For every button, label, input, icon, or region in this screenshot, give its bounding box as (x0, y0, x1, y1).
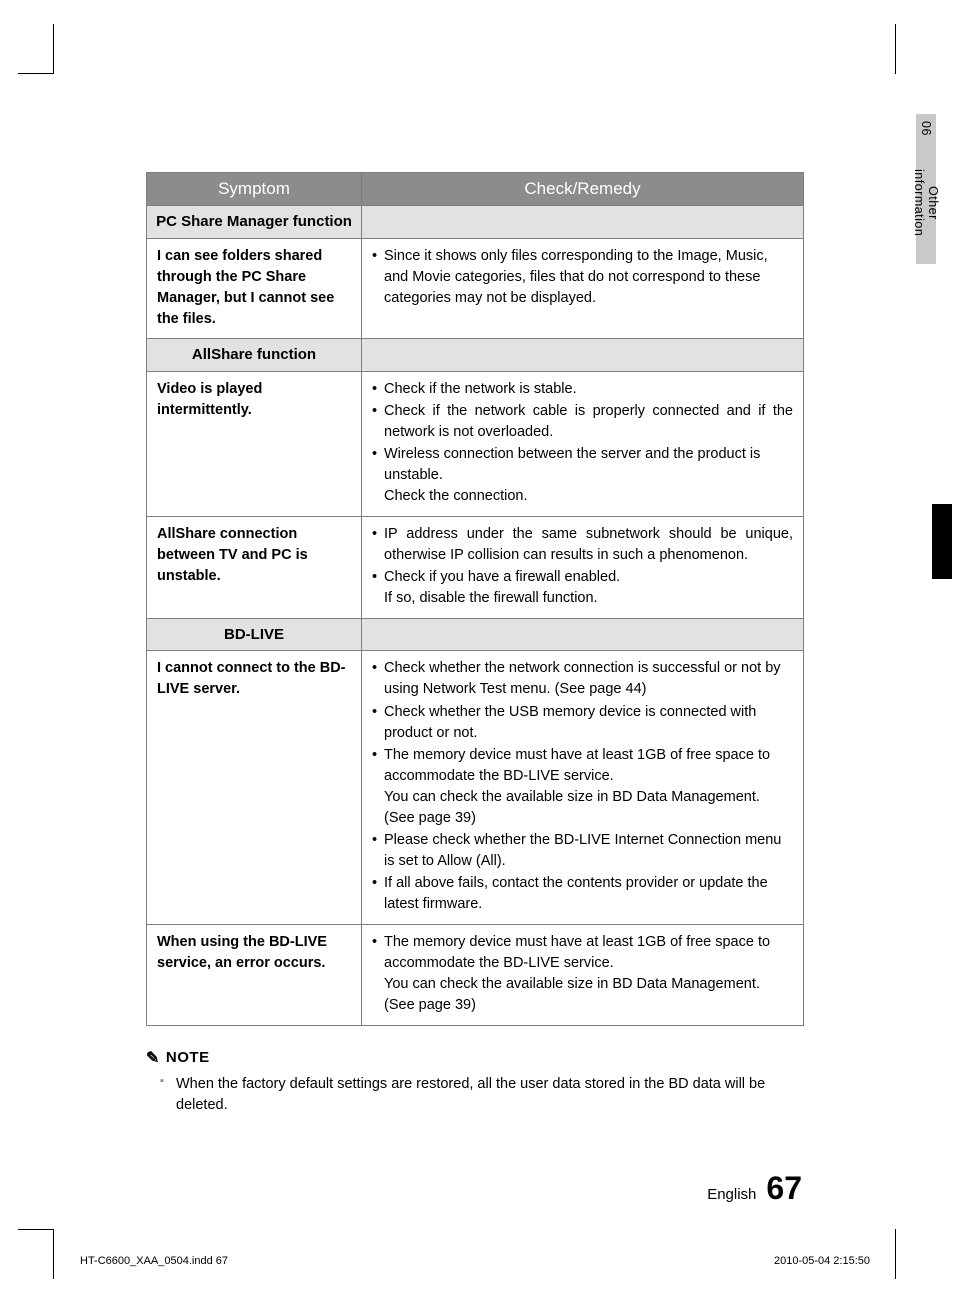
crop-mark (895, 24, 896, 74)
remedy-cell: IP address under the same subnetwork sho… (362, 516, 804, 618)
section-empty-cell (362, 206, 804, 239)
symptom-cell: Video is played intermittently. (147, 371, 362, 516)
section-title: AllShare function (147, 338, 362, 371)
imprint-file: HT-C6600_XAA_0504.indd 67 (80, 1255, 228, 1267)
symptom-cell: I cannot connect to the BD-LIVE server. (147, 651, 362, 924)
remedy-cell: Since it shows only files corresponding … (362, 238, 804, 338)
remedy-cell: Check if the network is stable.Check if … (362, 371, 804, 516)
remedy-item: Check if the network is stable. (372, 379, 793, 400)
remedy-item: Since it shows only files corresponding … (372, 246, 793, 309)
remedy-item: Please check whether the BD-LIVE Interne… (372, 830, 793, 872)
remedy-item: Check whether the USB memory device is c… (372, 702, 793, 744)
side-tab-marker (932, 504, 952, 579)
remedy-item: Check if the network cable is properly c… (372, 401, 793, 443)
remedy-item: The memory device must have at least 1GB… (372, 932, 793, 1016)
footer-language: English (707, 1186, 756, 1203)
chapter-label: Other information (916, 142, 936, 264)
crop-mark (18, 1229, 54, 1279)
pencil-icon: ✎ (146, 1048, 160, 1068)
print-imprint: HT-C6600_XAA_0504.indd 67 2010-05-04 2:1… (80, 1255, 870, 1267)
crop-mark (18, 24, 54, 74)
note-text: When the factory default settings are re… (146, 1074, 804, 1116)
remedy-item: IP address under the same subnetwork sho… (372, 524, 793, 566)
troubleshooting-table: Symptom Check/Remedy PC Share Manager fu… (146, 172, 804, 1026)
page-frame: 06 Other information Symptom Check/Remed… (56, 24, 894, 1279)
note-block: ✎ NOTE When the factory default settings… (146, 1048, 804, 1116)
remedy-cell: The memory device must have at least 1GB… (362, 924, 804, 1025)
side-tab: 06 Other information (916, 114, 952, 264)
crop-mark (895, 1229, 896, 1279)
col-header-symptom: Symptom (147, 173, 362, 206)
imprint-datetime: 2010-05-04 2:15:50 (774, 1255, 870, 1267)
section-title: PC Share Manager function (147, 206, 362, 239)
remedy-item: If all above fails, contact the contents… (372, 873, 793, 915)
remedy-item: Check whether the network connection is … (372, 658, 793, 700)
chapter-number: 06 (916, 114, 936, 142)
page-footer: English 67 (707, 1170, 802, 1207)
symptom-cell: AllShare connection between TV and PC is… (147, 516, 362, 618)
remedy-cell: Check whether the network connection is … (362, 651, 804, 924)
content-area: Symptom Check/Remedy PC Share Manager fu… (56, 24, 894, 1116)
symptom-cell: When using the BD-LIVE service, an error… (147, 924, 362, 1025)
remedy-item: Check if you have a firewall enabled.If … (372, 567, 793, 609)
remedy-item: Wireless connection between the server a… (372, 444, 793, 507)
section-empty-cell (362, 618, 804, 651)
footer-page-number: 67 (766, 1170, 802, 1207)
remedy-subtext: You can check the available size in BD D… (384, 787, 793, 829)
remedy-item: The memory device must have at least 1GB… (372, 745, 793, 829)
col-header-remedy: Check/Remedy (362, 173, 804, 206)
remedy-subtext: If so, disable the firewall function. (384, 588, 793, 609)
symptom-cell: I can see folders shared through the PC … (147, 238, 362, 338)
remedy-subtext: You can check the available size in BD D… (384, 974, 793, 1016)
section-title: BD-LIVE (147, 618, 362, 651)
note-label: NOTE (166, 1049, 210, 1066)
note-heading: ✎ NOTE (146, 1048, 804, 1068)
section-empty-cell (362, 338, 804, 371)
remedy-subtext: Check the connection. (384, 486, 793, 507)
